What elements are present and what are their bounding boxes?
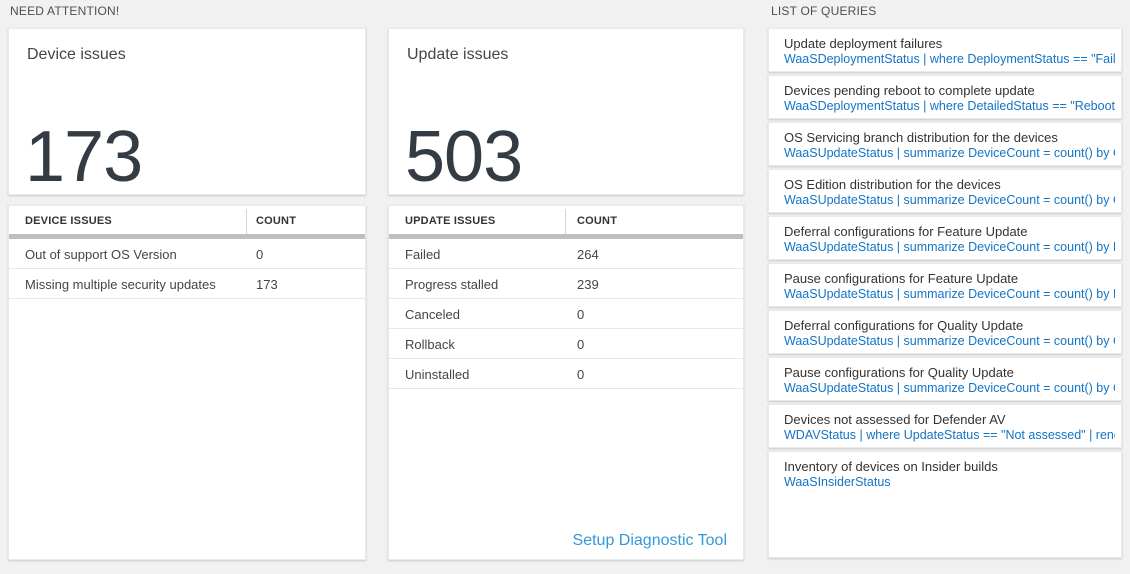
row-label: Out of support OS Version bbox=[25, 247, 177, 262]
update-table-col-issues: UPDATE ISSUES bbox=[405, 215, 496, 227]
row-label: Canceled bbox=[405, 307, 460, 322]
query-text: WaaSUpdateStatus | summarize DeviceCount… bbox=[784, 381, 1115, 395]
query-title: Inventory of devices on Insider builds bbox=[784, 459, 998, 474]
table-row[interactable]: Failed 264 bbox=[389, 239, 743, 269]
query-item-os-edition-distribution[interactable]: OS Edition distribution for the devices … bbox=[768, 169, 1122, 213]
query-text: WaaSUpdateStatus | summarize DeviceCount… bbox=[784, 334, 1115, 348]
query-title: Pause configurations for Quality Update bbox=[784, 365, 1014, 380]
table-row[interactable]: Progress stalled 239 bbox=[389, 269, 743, 299]
device-table-header: DEVICE ISSUES COUNT bbox=[9, 206, 365, 234]
update-issues-table: UPDATE ISSUES COUNT Failed 264 Progress … bbox=[388, 205, 744, 560]
table-row[interactable]: Rollback 0 bbox=[389, 329, 743, 359]
device-issues-big-number: 173 bbox=[25, 117, 143, 197]
query-title: Update deployment failures bbox=[784, 36, 943, 51]
query-item-devices-pending-reboot[interactable]: Devices pending reboot to complete updat… bbox=[768, 75, 1122, 119]
row-count: 264 bbox=[577, 247, 599, 262]
query-text: WaaSUpdateStatus | summarize DeviceCount… bbox=[784, 193, 1115, 207]
column-divider bbox=[246, 209, 247, 234]
query-item-insider-builds-inventory[interactable]: Inventory of devices on Insider builds W… bbox=[768, 451, 1122, 558]
update-issues-tile[interactable]: Update issues 503 bbox=[388, 28, 744, 195]
query-item-update-deployment-failures[interactable]: Update deployment failures WaaSDeploymen… bbox=[768, 28, 1122, 72]
setup-diagnostic-tool-link[interactable]: Setup Diagnostic Tool bbox=[572, 532, 727, 549]
table-row[interactable]: Missing multiple security updates 173 bbox=[9, 269, 365, 299]
query-text: WaaSUpdateStatus | summarize DeviceCount… bbox=[784, 146, 1115, 160]
query-title: OS Edition distribution for the devices bbox=[784, 177, 1001, 192]
row-label: Progress stalled bbox=[405, 277, 499, 292]
need-attention-header: NEED ATTENTION! bbox=[10, 4, 120, 18]
table-header-bar bbox=[389, 234, 743, 239]
update-table-header: UPDATE ISSUES COUNT bbox=[389, 206, 743, 234]
row-count: 0 bbox=[577, 337, 585, 352]
query-item-deferral-feature-update[interactable]: Deferral configurations for Feature Upda… bbox=[768, 216, 1122, 260]
device-table-col-issues: DEVICE ISSUES bbox=[25, 215, 112, 227]
query-text: WaaSDeploymentStatus | where DetailedSta… bbox=[784, 99, 1115, 113]
query-item-pause-feature-update[interactable]: Pause configurations for Feature Update … bbox=[768, 263, 1122, 307]
query-title: Deferral configurations for Feature Upda… bbox=[784, 224, 1028, 239]
query-item-os-servicing-branch[interactable]: OS Servicing branch distribution for the… bbox=[768, 122, 1122, 166]
column-divider bbox=[565, 209, 566, 234]
device-issues-title: Device issues bbox=[27, 46, 126, 63]
query-item-pause-quality-update[interactable]: Pause configurations for Quality Update … bbox=[768, 357, 1122, 401]
update-table-col-count: COUNT bbox=[577, 215, 618, 227]
query-item-defender-av-not-assessed[interactable]: Devices not assessed for Defender AV WDA… bbox=[768, 404, 1122, 448]
query-title: Deferral configurations for Quality Upda… bbox=[784, 318, 1024, 333]
query-text: WaaSDeploymentStatus | where DeploymentS… bbox=[784, 52, 1115, 66]
table-header-bar bbox=[9, 234, 365, 239]
table-row[interactable]: Out of support OS Version 0 bbox=[9, 239, 365, 269]
query-title: Pause configurations for Feature Update bbox=[784, 271, 1019, 286]
list-of-queries-header: LIST OF QUERIES bbox=[771, 4, 877, 18]
device-issues-table: DEVICE ISSUES COUNT Out of support OS Ve… bbox=[8, 205, 366, 560]
row-count: 173 bbox=[256, 277, 278, 292]
query-title: OS Servicing branch distribution for the… bbox=[784, 130, 1058, 145]
update-issues-title: Update issues bbox=[407, 46, 509, 63]
row-count: 239 bbox=[577, 277, 599, 292]
query-text: WaaSUpdateStatus | summarize DeviceCount… bbox=[784, 240, 1115, 254]
table-row[interactable]: Uninstalled 0 bbox=[389, 359, 743, 389]
query-title: Devices pending reboot to complete updat… bbox=[784, 83, 1035, 98]
query-text: WDAVStatus | where UpdateStatus == "Not … bbox=[784, 428, 1115, 442]
table-row[interactable]: Canceled 0 bbox=[389, 299, 743, 329]
row-count: 0 bbox=[577, 307, 585, 322]
update-issues-big-number: 503 bbox=[405, 117, 523, 197]
row-label: Missing multiple security updates bbox=[25, 277, 216, 292]
device-table-col-count: COUNT bbox=[256, 215, 297, 227]
query-item-deferral-quality-update[interactable]: Deferral configurations for Quality Upda… bbox=[768, 310, 1122, 354]
row-label: Failed bbox=[405, 247, 441, 262]
device-issues-tile[interactable]: Device issues 173 bbox=[8, 28, 366, 195]
query-text: WaaSInsiderStatus bbox=[784, 475, 891, 489]
query-text: WaaSUpdateStatus | summarize DeviceCount… bbox=[784, 287, 1115, 301]
row-count: 0 bbox=[256, 247, 264, 262]
row-label: Uninstalled bbox=[405, 367, 470, 382]
row-count: 0 bbox=[577, 367, 585, 382]
query-title: Devices not assessed for Defender AV bbox=[784, 412, 1006, 427]
row-label: Rollback bbox=[405, 337, 455, 352]
